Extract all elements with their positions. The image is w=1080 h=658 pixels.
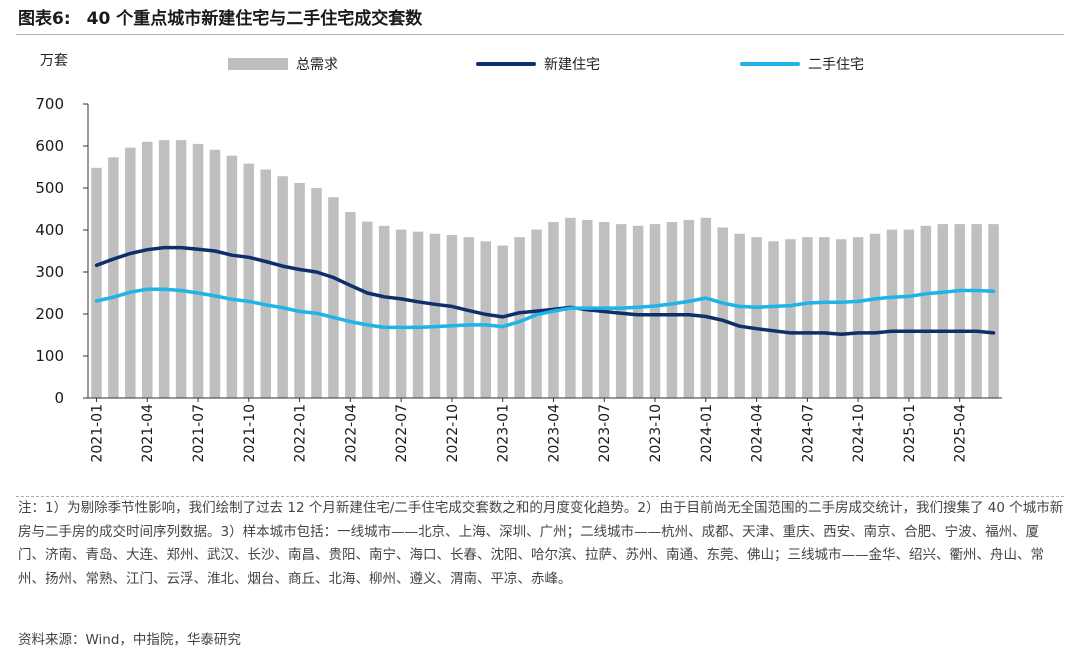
bar-total-demand [395,229,407,398]
legend-item-total-demand: 总需求 [228,54,338,74]
bar-total-demand [514,237,525,398]
x-tick-label: 2023-04 [546,404,562,463]
y-tick-label: 300 [35,263,64,281]
x-tick-label: 2022-01 [293,404,309,463]
bar-total-demand [362,221,373,398]
legend-swatch-resale-homes [740,62,800,66]
y-tick-label: 400 [35,221,64,239]
legend-label-resale-homes: 二手住宅 [808,57,864,73]
bar-total-demand [345,211,356,398]
bar-total-demand [819,237,830,398]
legend-item-new-homes: 新建住宅 [476,54,600,74]
bar-total-demand [294,182,305,398]
bar-total-demand [175,140,187,398]
bar-total-demand [141,141,153,399]
x-tick-label: 2023-01 [496,404,512,463]
bar-total-demand [615,224,627,398]
x-tick-label: 2022-10 [445,404,461,463]
bar-total-demand [311,188,322,398]
y-axis-unit-label: 万套 [40,53,68,69]
legend-label-new-homes: 新建住宅 [544,57,600,73]
chart-plot: 0 100 200 300 400 500 600 700 2021-01 2021-04 2021… [35,95,1002,463]
bar-total-demand [209,149,221,398]
bar-total-demand [835,239,847,398]
x-tick-label: 2022-04 [343,404,359,463]
x-tick-label: 2021-04 [140,404,156,463]
y-tick-label: 100 [35,347,64,365]
x-tick-label: 2022-07 [394,404,410,463]
bar-total-demand [954,224,965,398]
bar-total-demand [734,233,745,398]
bar-total-demand [869,233,881,398]
bar-total-demand [226,155,238,398]
bar-total-demand [243,163,255,398]
bar-total-demand [988,224,999,398]
x-tick-label: 2023-07 [597,404,613,463]
legend-swatch-new-homes [476,62,536,66]
bar-total-demand [937,224,949,398]
bar-total-demand [125,147,136,398]
bar-total-demand [108,157,119,398]
bar-total-demand [158,140,170,398]
bar-total-demand [920,225,932,398]
bar-total-demand [378,225,390,398]
x-tick-label: 2021-01 [89,404,105,463]
x-tick-label: 2021-07 [191,404,207,463]
y-tick-label: 200 [35,305,64,323]
bar-total-demand [632,225,644,398]
x-tick-label: 2023-10 [648,404,664,463]
bar-total-demand [480,241,492,398]
bar-total-demand [429,233,441,398]
figure-title: 图表6: 40 个重点城市新建住宅与二手住宅成交套数 [18,4,422,29]
bar-total-demand [852,237,864,398]
bar-total-demand [751,237,762,398]
bar-total-demand [717,227,728,398]
legend-label-total-demand: 总需求 [296,57,338,73]
y-tick-label: 500 [35,179,64,197]
title-divider [16,34,1064,35]
x-tick-label: 2024-04 [750,404,766,463]
legend-swatch-total-demand [228,58,288,70]
bar-total-demand [277,176,288,398]
bar-total-demand [328,197,339,398]
bar-total-demand [91,167,102,398]
figure-source: 资料来源：Wind，中指院，华泰研究 [18,632,241,648]
y-tick-label: 0 [54,389,64,407]
line-new-homes [94,245,996,336]
bar-total-demand [666,222,678,398]
bar-total-demand [412,231,424,398]
bar-total-demand [446,235,458,398]
bar-total-demand [700,217,712,398]
y-tick-label: 600 [35,137,64,155]
bar-total-demand [649,224,661,398]
bar-total-demand [497,245,508,398]
bar-total-demand [192,143,204,398]
x-tick-label: 2024-10 [851,404,867,463]
line-resale-homes [94,287,996,330]
bar-total-demand [903,229,915,398]
x-tick-label: 2021-10 [242,404,258,463]
x-tick-label: 2025-04 [953,404,969,463]
figure-title-text: 40 个重点城市新建住宅与二手住宅成交套数 [86,9,423,29]
legend-item-resale-homes: 二手住宅 [740,54,864,74]
bar-total-demand [463,237,475,398]
bar-total-demand [971,224,982,398]
bar-total-demand [260,169,271,398]
x-tick-label: 2024-01 [699,404,715,463]
x-tick-label: 2024-07 [800,404,816,463]
bar-total-demand [886,229,898,398]
bar-total-demand [683,219,695,398]
chart-legend: 总需求 新建住宅 二手住宅 [0,54,1080,76]
figure-notes: 注：1）为剔除季节性影响，我们绘制了过去 12 个月新建住宅/二手住宅成交套数之… [18,500,1064,587]
x-tick-label: 2025-01 [902,404,918,463]
bar-total-demand [802,237,813,398]
figure-label: 图表6: [18,9,71,29]
bar-total-demand [768,241,779,398]
notes-divider [16,496,1064,497]
y-tick-label: 700 [35,95,64,113]
bar-total-demand [785,239,796,398]
